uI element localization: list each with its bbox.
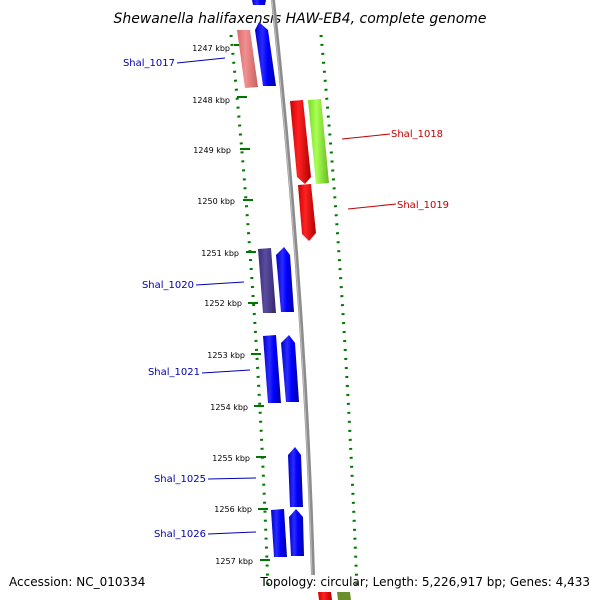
gene-label-shal-1018[interactable]: Shal_1018 [391,129,443,140]
label-leader [201,369,251,374]
tick-label: 1253 kbp [207,351,245,360]
genome-backbone-highlight [271,0,313,576]
gene-arrow[interactable] [263,335,281,403]
gene-arrow[interactable] [318,592,332,600]
gene-arrows [237,0,351,600]
label-leader [341,133,391,140]
gene-label-shal-1017[interactable]: Shal_1017 [123,58,175,69]
gene-arrow[interactable] [288,447,303,507]
label-leader [347,203,397,210]
gene-arrow[interactable] [258,248,276,313]
gene-arrow[interactable] [298,184,316,241]
tick-label: 1255 kbp [212,454,250,463]
topology-text: Topology: circular; Length: 5,226,917 bp… [259,575,590,589]
label-leader [207,477,257,480]
gene-arrow[interactable] [237,30,258,88]
tick-label: 1250 kbp [197,197,235,206]
tick-label: 1252 kbp [204,299,242,308]
gene-arrow[interactable] [276,247,294,312]
tick-label: 1249 kbp [193,146,231,155]
gene-arrow[interactable] [289,509,304,556]
genome-backbone [271,0,315,576]
label-leader [195,281,245,286]
tick-labels: 1247 kbp 1248 kbp 1249 kbp 1250 kbp 1251… [192,44,253,566]
tick-label: 1256 kbp [214,505,252,514]
outer-track [319,34,359,591]
gene-label-shal-1020[interactable]: Shal_1020 [142,280,194,291]
gene-arrow[interactable] [337,592,351,600]
accession-text: Accession: NC_010334 [9,575,145,589]
gene-labels: Shal_1017 Shal_1018 Shal_1019 Shal_1020 … [123,58,449,540]
tick-label: 1251 kbp [201,249,239,258]
gene-label-shal-1026[interactable]: Shal_1026 [154,529,206,540]
tick-label: 1254 kbp [210,403,248,412]
gene-label-shal-1025[interactable]: Shal_1025 [154,474,206,485]
tick-label: 1257 kbp [215,557,253,566]
gene-label-lines [176,57,397,535]
label-leader [207,531,257,535]
gene-arrow[interactable] [271,509,287,557]
gene-label-shal-1019[interactable]: Shal_1019 [397,200,449,211]
gene-arrow[interactable] [281,335,299,402]
gene-label-shal-1021[interactable]: Shal_1021 [148,367,200,378]
gene-arrow[interactable] [290,100,311,184]
label-leader [176,57,226,64]
tick-marks [234,44,270,561]
tick-label: 1248 kbp [192,96,230,105]
map-title: Shewanella halifaxensis HAW-EB4, complet… [113,11,486,27]
tick-label: 1247 kbp [192,44,230,53]
gene-arrow[interactable] [255,22,276,86]
gene-arrow[interactable] [308,99,329,184]
gene-arrow[interactable] [252,0,266,5]
